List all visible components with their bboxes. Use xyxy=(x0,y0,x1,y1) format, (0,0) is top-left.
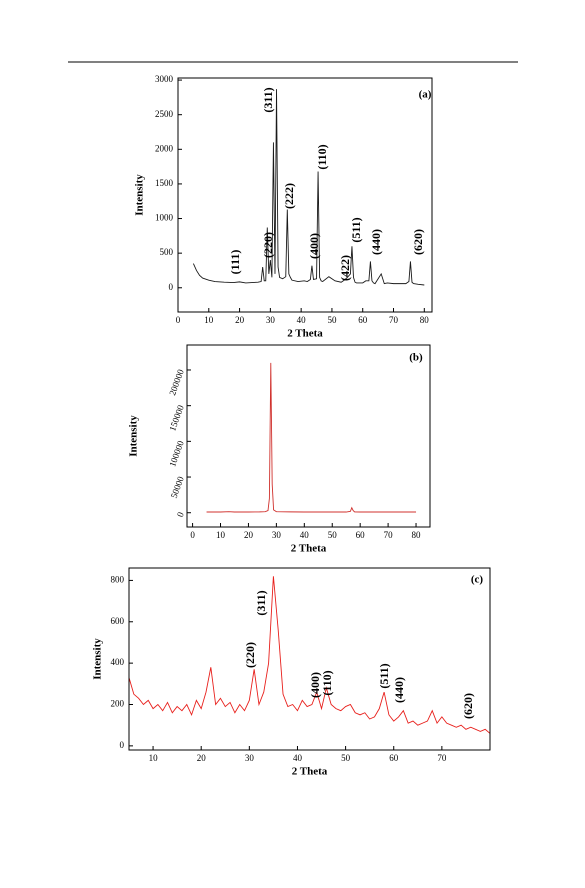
peak-label: (110) xyxy=(320,670,334,695)
x-tick-label: 30 xyxy=(266,315,276,325)
y-tick-label: 500 xyxy=(160,247,174,257)
x-tick-label: 60 xyxy=(358,315,368,325)
panel-label: (c) xyxy=(471,574,484,586)
x-tick-label: 70 xyxy=(389,315,399,325)
peak-label: (311) xyxy=(261,87,275,112)
peak-label: (220) xyxy=(243,642,257,668)
x-tick-label: 60 xyxy=(389,753,399,763)
peak-label: (400) xyxy=(308,672,322,698)
x-tick-label: 80 xyxy=(420,315,430,325)
x-axis-label: 2 Theta xyxy=(291,543,327,555)
x-axis-label: 2 Theta xyxy=(292,766,328,778)
peak-label: (311) xyxy=(254,590,268,615)
x-tick-label: 30 xyxy=(245,753,255,763)
y-tick-label: 50000 xyxy=(169,475,186,500)
peak-label: (400) xyxy=(307,233,321,259)
plot-frame xyxy=(186,344,431,528)
peak-label: (111) xyxy=(228,250,242,275)
data-line xyxy=(192,89,425,286)
x-tick-label: 50 xyxy=(328,530,338,540)
x-tick-label: 0 xyxy=(190,530,195,540)
x-tick-label: 30 xyxy=(272,530,282,540)
plot-frame xyxy=(128,567,491,751)
y-tick-label: 100000 xyxy=(167,439,186,468)
x-tick-label: 50 xyxy=(341,753,351,763)
y-tick-label: 400 xyxy=(111,657,125,667)
y-tick-label: 200 xyxy=(111,699,125,709)
y-tick-label: 0 xyxy=(169,282,174,292)
peak-label: (220) xyxy=(261,232,275,258)
peak-label: (440) xyxy=(392,677,406,703)
y-axis-label: Intensity xyxy=(134,174,146,216)
peak-label: (620) xyxy=(411,229,425,255)
panel-label: (a) xyxy=(419,89,432,101)
x-tick-label: 0 xyxy=(176,315,181,325)
panel-label: (b) xyxy=(409,352,423,364)
x-axis-label: 2 Theta xyxy=(287,328,323,340)
x-tick-label: 20 xyxy=(235,315,245,325)
y-axis-label: Intensity xyxy=(128,415,140,457)
y-tick-label: 0 xyxy=(120,740,125,750)
peak-label: (511) xyxy=(377,663,391,688)
y-axis-label: Intensity xyxy=(92,638,104,680)
peak-label: (511) xyxy=(349,217,363,242)
peak-label: (440) xyxy=(369,229,383,255)
x-tick-label: 70 xyxy=(384,530,394,540)
x-tick-label: 40 xyxy=(293,753,303,763)
data-line xyxy=(128,576,491,734)
data-line xyxy=(206,362,417,513)
peak-label: (222) xyxy=(282,183,296,209)
y-tick-label: 200000 xyxy=(167,367,186,396)
y-tick-label: 150000 xyxy=(167,403,186,432)
x-tick-label: 70 xyxy=(437,753,447,763)
y-tick-label: 3000 xyxy=(155,74,174,84)
x-tick-label: 10 xyxy=(204,315,214,325)
y-tick-label: 2000 xyxy=(155,143,174,153)
y-tick-label: 800 xyxy=(111,574,125,584)
x-tick-label: 10 xyxy=(149,753,159,763)
plot-frame xyxy=(177,77,433,313)
y-tick-label: 1000 xyxy=(155,213,174,223)
x-tick-label: 40 xyxy=(297,315,307,325)
x-tick-label: 60 xyxy=(356,530,366,540)
peak-label: (110) xyxy=(315,144,329,169)
x-tick-label: 40 xyxy=(300,530,310,540)
peak-label: (422) xyxy=(338,255,352,281)
y-tick-label: 2500 xyxy=(155,109,174,119)
x-tick-label: 10 xyxy=(216,530,226,540)
peak-label: (620) xyxy=(461,693,475,719)
x-tick-label: 20 xyxy=(197,753,207,763)
y-tick-label: 600 xyxy=(111,616,125,626)
x-tick-label: 20 xyxy=(244,530,254,540)
x-tick-label: 80 xyxy=(412,530,422,540)
y-tick-label: 0 xyxy=(175,510,186,518)
y-tick-label: 1500 xyxy=(155,178,174,188)
x-tick-label: 50 xyxy=(327,315,337,325)
